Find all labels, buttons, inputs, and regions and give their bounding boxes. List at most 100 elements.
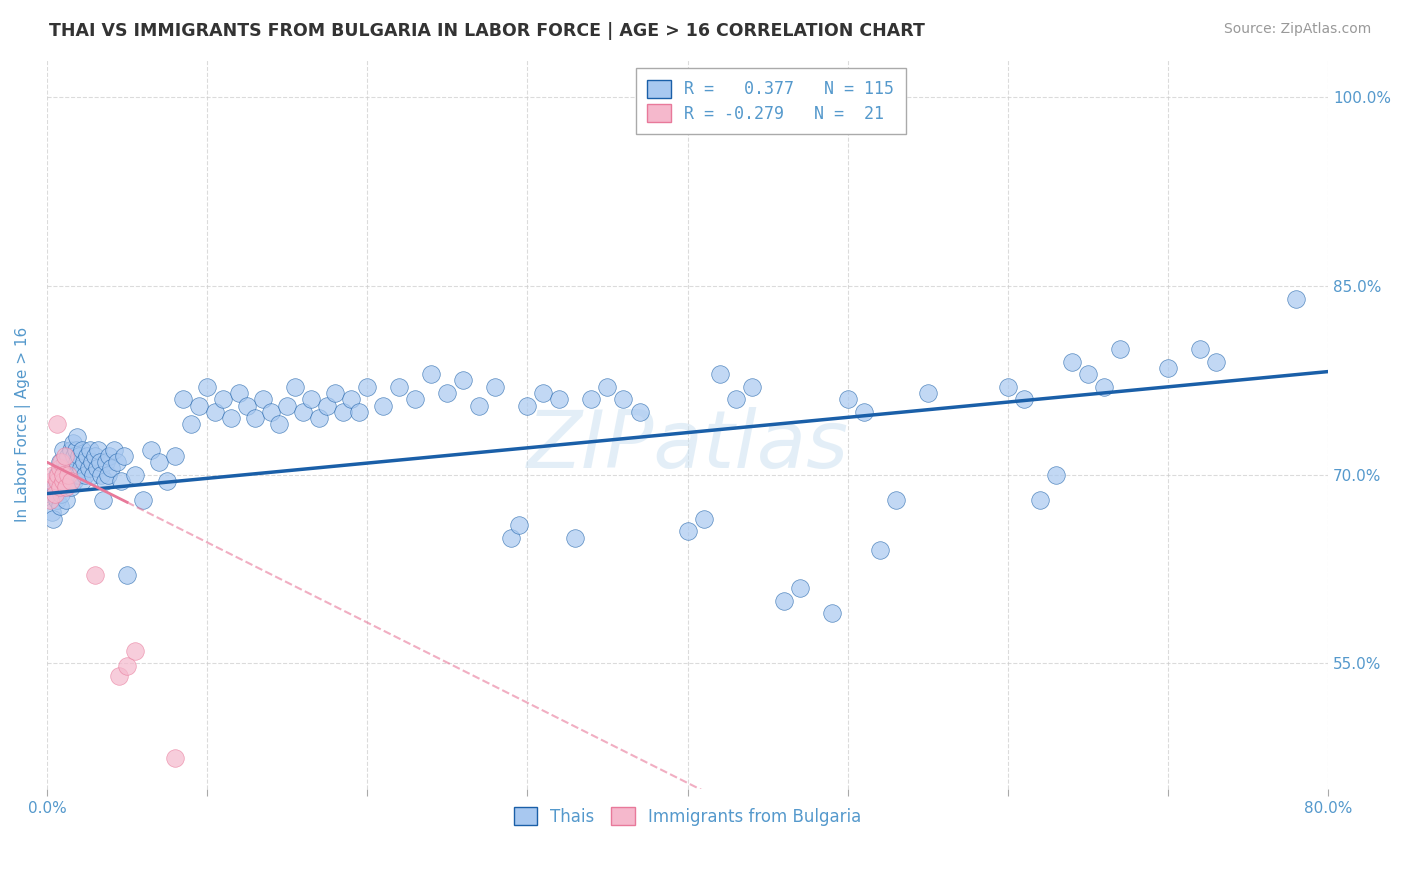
- Point: [70, 474, 93, 488]
- Point: [56, 467, 79, 482]
- Point: [97, 467, 120, 482]
- Point: [67, 449, 90, 463]
- Point: [299, 392, 322, 407]
- Point: [77, 461, 100, 475]
- Point: [63, 449, 86, 463]
- Text: THAI VS IMMIGRANTS FROM BULGARIA IN LABOR FORCE | AGE > 16 CORRELATION CHART: THAI VS IMMIGRANTS FROM BULGARIA IN LABO…: [49, 22, 925, 40]
- Point: [51, 486, 73, 500]
- Point: [180, 417, 202, 432]
- Point: [741, 379, 763, 393]
- Point: [87, 442, 110, 457]
- Point: [59, 480, 82, 494]
- Point: [692, 512, 714, 526]
- Point: [165, 751, 187, 765]
- Point: [108, 669, 131, 683]
- Point: [45, 492, 67, 507]
- Point: [436, 386, 458, 401]
- Point: [53, 449, 76, 463]
- Point: [508, 518, 530, 533]
- Point: [49, 461, 72, 475]
- Point: [59, 474, 82, 488]
- Point: [533, 386, 555, 401]
- Point: [869, 543, 891, 558]
- Point: [373, 399, 395, 413]
- Point: [46, 467, 69, 482]
- Point: [103, 442, 125, 457]
- Point: [93, 474, 115, 488]
- Point: [581, 392, 603, 407]
- Point: [564, 531, 586, 545]
- Text: Source: ZipAtlas.com: Source: ZipAtlas.com: [1223, 22, 1371, 37]
- Point: [772, 593, 794, 607]
- Point: [115, 659, 138, 673]
- Point: [228, 386, 250, 401]
- Point: [997, 379, 1019, 393]
- Point: [52, 467, 75, 482]
- Point: [55, 492, 77, 507]
- Point: [148, 455, 170, 469]
- Point: [70, 442, 93, 457]
- Point: [51, 455, 73, 469]
- Point: [124, 644, 146, 658]
- Point: [1012, 392, 1035, 407]
- Point: [284, 379, 307, 393]
- Point: [79, 442, 101, 457]
- Point: [349, 405, 371, 419]
- Point: [260, 405, 283, 419]
- Point: [62, 461, 84, 475]
- Point: [96, 455, 118, 469]
- Point: [39, 486, 62, 500]
- Point: [676, 524, 699, 539]
- Point: [596, 379, 619, 393]
- Point: [1077, 367, 1099, 381]
- Point: [53, 455, 76, 469]
- Point: [49, 480, 72, 494]
- Point: [340, 392, 363, 407]
- Point: [388, 379, 411, 393]
- Point: [58, 467, 80, 482]
- Point: [55, 480, 77, 494]
- Legend: Thais, Immigrants from Bulgaria: Thais, Immigrants from Bulgaria: [503, 797, 872, 836]
- Point: [56, 449, 79, 463]
- Text: ZIPatlas: ZIPatlas: [526, 408, 849, 485]
- Point: [195, 379, 218, 393]
- Point: [56, 474, 79, 488]
- Point: [66, 455, 89, 469]
- Point: [1029, 492, 1052, 507]
- Point: [1060, 354, 1083, 368]
- Point: [132, 492, 155, 507]
- Point: [420, 367, 443, 381]
- Point: [316, 399, 339, 413]
- Point: [80, 455, 103, 469]
- Point: [110, 474, 132, 488]
- Point: [90, 467, 112, 482]
- Point: [219, 411, 242, 425]
- Point: [91, 492, 114, 507]
- Point: [55, 461, 77, 475]
- Point: [269, 417, 291, 432]
- Point: [156, 474, 179, 488]
- Point: [1109, 342, 1132, 356]
- Point: [139, 442, 162, 457]
- Point: [1285, 292, 1308, 306]
- Point: [204, 405, 226, 419]
- Point: [86, 461, 108, 475]
- Point: [67, 467, 90, 482]
- Point: [107, 455, 129, 469]
- Point: [709, 367, 731, 381]
- Point: [73, 455, 96, 469]
- Point: [45, 474, 67, 488]
- Point: [292, 405, 315, 419]
- Point: [884, 492, 907, 507]
- Point: [65, 467, 87, 482]
- Point: [917, 386, 939, 401]
- Point: [308, 411, 330, 425]
- Point: [188, 399, 211, 413]
- Point: [172, 392, 194, 407]
- Point: [59, 442, 82, 457]
- Point: [82, 467, 104, 482]
- Point: [628, 405, 651, 419]
- Point: [45, 467, 67, 482]
- Point: [332, 405, 354, 419]
- Point: [821, 606, 844, 620]
